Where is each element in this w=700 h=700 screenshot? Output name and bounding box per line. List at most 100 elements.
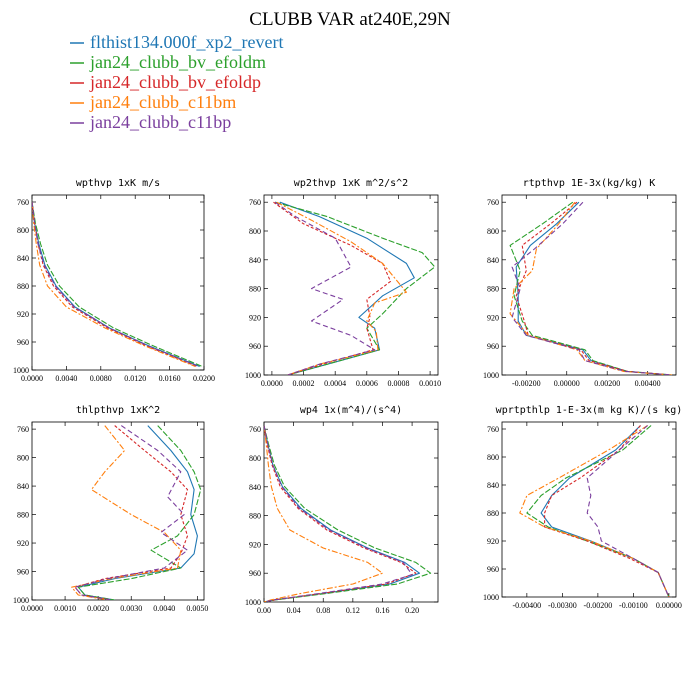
panel-title: wp2thvp 1xK m^2/s^2 [294, 178, 408, 189]
series-line-5 [74, 425, 189, 600]
y-tick-label: 840 [17, 482, 29, 491]
x-tick-label: 0.0120 [124, 374, 146, 383]
series-line-1 [515, 201, 673, 375]
y-tick-label: 800 [17, 454, 29, 463]
x-tick-label: 0.0200 [193, 374, 215, 383]
y-tick-label: 920 [249, 540, 261, 549]
y-tick-label: 960 [249, 342, 261, 351]
x-tick-label: 0.00000 [656, 601, 682, 610]
legend-label: jan24_clubb_bv_efoldm [89, 52, 266, 72]
panel-5: wp4 1x(m^4)/(s^4)76080084088092096010000… [245, 405, 439, 615]
series-group [71, 425, 202, 600]
y-tick-label: 960 [17, 338, 29, 347]
y-tick-label: 920 [487, 537, 499, 546]
y-tick-label: 960 [487, 565, 499, 574]
y-tick-label: 1000 [245, 598, 261, 607]
y-tick-label: 880 [487, 509, 499, 518]
panels-grid: wpthvp 1xK m/s76080084088092096010000.00… [13, 178, 682, 615]
legend-entry: jan24_clubb_bv_efoldm [70, 52, 266, 72]
legend-entry: jan24_clubb_c11bp [70, 112, 231, 132]
y-tick-label: 920 [17, 310, 29, 319]
y-tick-label: 760 [487, 198, 499, 207]
y-tick-label: 1000 [245, 371, 261, 380]
series-line-4 [276, 201, 407, 375]
series-group [32, 201, 203, 368]
y-tick-label: 960 [249, 569, 261, 578]
series-line-3 [544, 425, 670, 597]
x-tick-label: 0.12 [346, 606, 360, 615]
y-tick-label: 880 [17, 282, 29, 291]
y-tick-label: 880 [249, 285, 261, 294]
legend: flthist134.000f_xp2_revertjan24_clubb_bv… [70, 32, 283, 132]
x-tick-label: -0.00200 [512, 379, 541, 388]
series-line-3 [273, 201, 392, 375]
x-tick-label: 0.0000 [21, 374, 43, 383]
series-line-3 [515, 201, 673, 375]
series-line-3 [264, 425, 417, 602]
series-line-2 [32, 201, 203, 368]
figure-title: CLUBB VAR at240E,29N [249, 9, 451, 30]
y-tick-label: 960 [17, 568, 29, 577]
panel-2: wp2thvp 1xK m^2/s^2 760 800 840 880 920 960 100… [245, 178, 441, 388]
legend-entry: flthist134.000f_xp2_revert [70, 32, 283, 52]
series-line-2 [274, 201, 436, 375]
panel-title: wp4 1x(m^4)/(s^4) [300, 405, 402, 416]
x-tick-label: 0.0000 [261, 379, 283, 388]
legend-entry: jan24_clubb_bv_efoldp [70, 72, 261, 92]
series-line-5 [264, 425, 413, 602]
y-tick-label: 920 [487, 313, 499, 322]
x-tick-label: 0.20 [405, 606, 419, 615]
legend-label: flthist134.000f_xp2_revert [90, 32, 283, 52]
series-line-2 [264, 425, 432, 602]
y-tick-label: 840 [249, 483, 261, 492]
y-tick-label: 840 [249, 256, 261, 265]
series-line-2 [526, 425, 670, 597]
y-tick-label: 800 [487, 453, 499, 462]
y-tick-label: 760 [17, 198, 29, 207]
x-tick-label: 0.04 [287, 606, 301, 615]
series-line-1 [540, 425, 670, 597]
y-tick-label: 880 [17, 511, 29, 520]
series-group [509, 201, 673, 375]
y-tick-label: 840 [17, 254, 29, 263]
x-tick-label: 0.00200 [594, 379, 620, 388]
y-tick-label: 840 [487, 256, 499, 265]
series-line-4 [32, 201, 196, 368]
y-tick-label: 1000 [483, 593, 499, 602]
x-tick-label: 0.16 [375, 606, 389, 615]
y-tick-label: 800 [249, 227, 261, 236]
legend-label: jan24_clubb_c11bm [89, 92, 236, 112]
series-line-1 [32, 201, 200, 368]
x-tick-label: 0.00 [257, 606, 271, 615]
panel-6: wprtpthlp 1-E-3x(m kg K)/(s kg) 760 800 840… [483, 405, 682, 610]
y-tick-label: 1000 [483, 371, 499, 380]
x-tick-label: 0.0006 [356, 379, 378, 388]
y-tick-label: 1000 [13, 366, 29, 375]
series-line-4 [264, 425, 384, 602]
series-group [264, 425, 432, 602]
y-tick-label: 840 [487, 481, 499, 490]
y-tick-label: 760 [17, 425, 29, 434]
x-tick-label: 0.0010 [54, 604, 76, 613]
series-line-1 [279, 201, 415, 375]
x-tick-label: 0.08 [316, 606, 330, 615]
x-tick-label: -0.00400 [513, 601, 542, 610]
y-tick-label: 1000 [13, 596, 29, 605]
plot-frame [31, 421, 205, 601]
y-tick-label: 760 [249, 425, 261, 434]
y-tick-label: 880 [249, 512, 261, 521]
x-tick-label: 0.0008 [387, 379, 409, 388]
x-tick-label: 0.0020 [87, 604, 109, 613]
x-tick-label: 0.00400 [635, 379, 661, 388]
y-tick-label: 920 [249, 313, 261, 322]
series-group [519, 425, 670, 597]
series-line-5 [586, 425, 670, 597]
x-tick-label: 0.0050 [186, 604, 208, 613]
series-group [273, 201, 436, 375]
legend-label: jan24_clubb_c11bp [89, 112, 231, 132]
x-tick-label: 0.0040 [153, 604, 175, 613]
series-line-3 [32, 201, 198, 368]
series-line-1 [264, 425, 421, 602]
plot-frame [501, 421, 677, 598]
